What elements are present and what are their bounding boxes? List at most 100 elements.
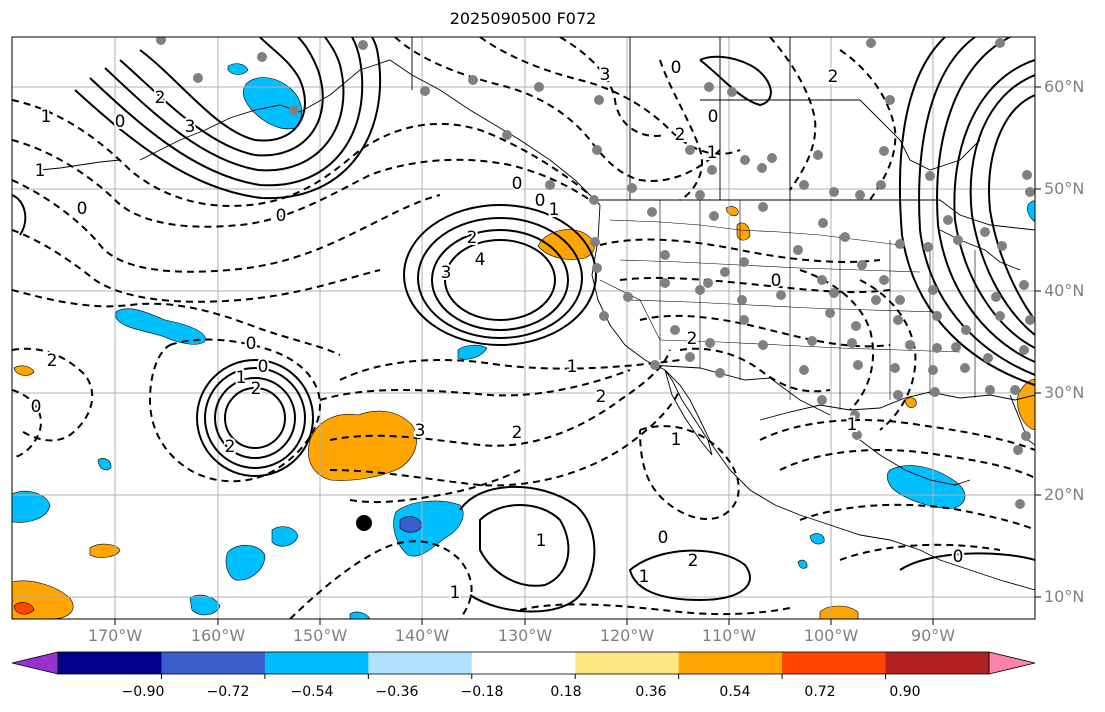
contour-label: 1 [567,357,578,377]
contour-label: 4 [475,250,486,270]
map-frame [11,36,1036,620]
contour-line [329,389,681,487]
contour-line [799,503,1035,531]
contour-label: 2 [828,67,839,87]
contour-line [12,347,94,442]
contour-label: 2 [688,551,699,571]
negative-anomaly-area [797,559,808,569]
lat-label: 30°N [1044,383,1085,402]
contour-line [148,338,322,483]
negative-anomaly-area [189,594,221,616]
contour-line [619,276,891,294]
coastlines-borders [39,37,1035,591]
lon-label: 100°W [803,626,859,645]
great-lakes [939,229,1021,271]
colorbar-cell [575,652,680,674]
contour-label: 0 [771,271,782,291]
contour-line [659,59,703,201]
contour-line [459,485,596,613]
contour-labels: 0 1 2 3 4 0 1 2 0 1 2 3 0 2 2 1 0 1 2 3 … [29,56,966,605]
contour-line [936,37,1035,363]
colorbar-tick-label: −0.36 [375,684,419,700]
colorbar-tick-label: −0.54 [290,684,334,700]
contours-dashed [12,37,1035,619]
contour-line [639,425,740,521]
contour-line [431,229,569,331]
station-markers [156,37,1035,509]
contour-line [839,49,897,201]
contour-label: 2 [251,379,262,399]
gulf-coast [759,391,1035,421]
contour-label: 0 [276,206,287,226]
contour-label: 0 [512,174,523,194]
contour-line [479,37,741,155]
colorbar-cell [161,652,266,674]
alaska-coastline [139,59,601,206]
lon-label: 110°W [701,626,757,645]
contour-label: 0 [246,334,257,354]
us-mexico-border [649,364,831,416]
contour-line [139,37,306,142]
yucatan [859,439,971,486]
colorbar-tick-label: −0.90 [121,684,165,700]
contour-line [12,389,42,459]
contour-line [12,289,341,356]
contour-label: 2 [675,125,686,145]
contour-line [839,543,1001,561]
contour-line [519,603,791,616]
contour-label: 0 [671,58,682,78]
colorbar-tick-label: −0.72 [206,684,250,700]
contour-line [417,217,583,339]
lon-label: 170°W [87,626,143,645]
colorbar-cell [58,652,162,674]
canada-us-border [598,199,1035,231]
contour-label: 3 [600,65,611,85]
florida [1009,394,1035,446]
contour-label: 2 [596,387,607,407]
strong-positive-anomaly-area [13,602,35,615]
contour-line [628,549,751,602]
positive-anomaly-area [819,605,859,619]
contour-line [119,37,324,157]
contour-line [599,238,881,263]
contour-label: 0 [953,547,964,567]
colorbar-outline [57,651,990,675]
contour-line [899,552,1035,571]
negative-anomaly-area [225,544,266,581]
contour-line [679,347,831,393]
lat-label: 10°N [1044,587,1085,606]
contour-label: 0 [708,107,719,127]
contour-label: 1 [35,161,46,181]
contour-line [196,359,314,477]
colorbar-tick-label: 0.54 [719,684,751,700]
contour-line [12,194,27,236]
contour-line [89,37,364,187]
contour-line [339,359,681,381]
map-title: 2025090500 F072 [449,9,597,28]
contour-line [12,139,591,228]
lon-label: 90°W [910,626,956,645]
contour-line [779,449,1035,479]
colorbar-max-extension [988,651,1036,675]
negative-anomaly-area [349,611,371,619]
negative-anomaly-area [1027,200,1035,223]
contour-label: 0 [658,528,669,548]
positive-anomaly-area [308,410,417,481]
colorbar-cells [58,652,990,674]
contour-line [74,37,382,200]
contour-label: 1 [847,415,858,435]
positive-anomaly-area [13,365,35,376]
colorbar-tick-label: 0.90 [889,684,921,700]
contour-line [988,94,1035,321]
location-marker [356,515,372,531]
contour-line [104,37,345,172]
contour-label: 2 [155,88,166,108]
hudson-bay [859,99,981,171]
negative-anomaly-area [97,458,112,471]
contour-label: 2 [687,329,698,349]
positive-anomaly-area [89,543,121,558]
contour-label: 2 [225,437,236,457]
colorbar-ticks [160,674,887,679]
contour-line [699,55,772,107]
contour-label: 0 [31,397,42,417]
